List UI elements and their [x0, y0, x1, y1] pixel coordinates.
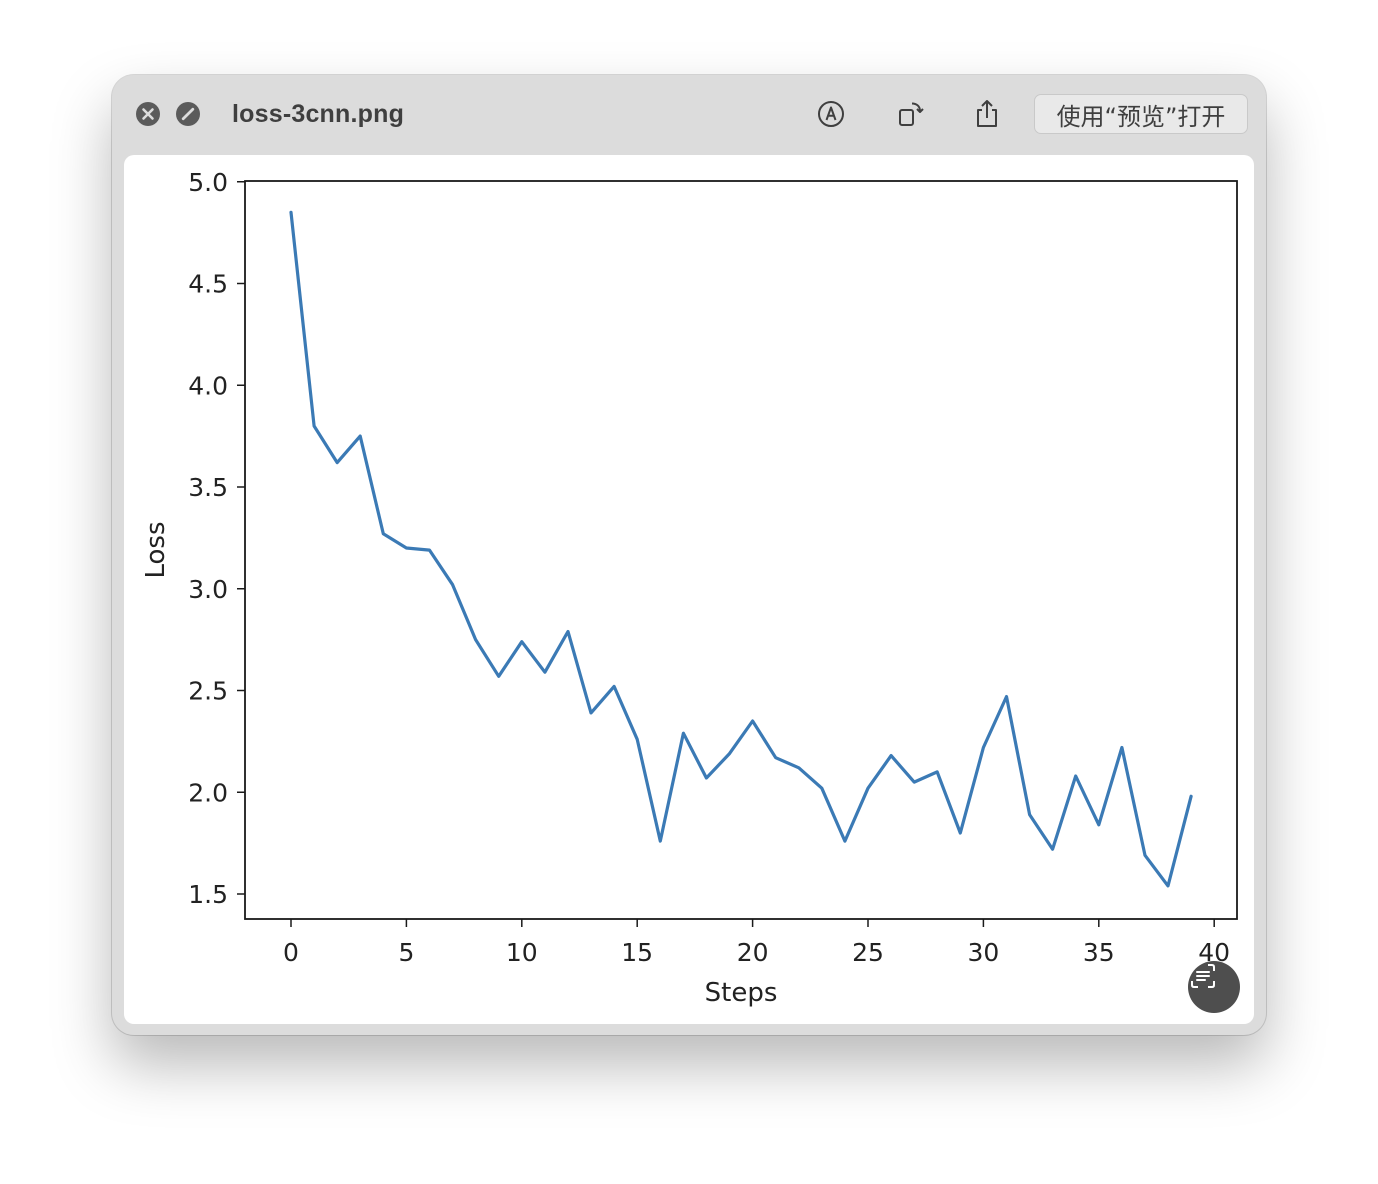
markup-pen-icon [818, 101, 844, 127]
close-icon [142, 108, 154, 120]
y-tick-label: 3.5 [188, 473, 228, 502]
live-text-icon [1191, 964, 1215, 988]
y-tick-label: 4.0 [188, 371, 228, 400]
rotate-icon [899, 102, 924, 126]
plot-frame [244, 180, 1238, 920]
disable-icon [181, 107, 195, 121]
window-title: loss-3cnn.png [232, 100, 405, 128]
markup-button[interactable] [811, 95, 851, 133]
y-tick-label: 2.0 [188, 778, 228, 807]
share-icon [977, 100, 997, 127]
disabled-button[interactable] [176, 102, 200, 126]
close-button[interactable] [136, 102, 160, 126]
x-tick-label: 25 [852, 938, 884, 967]
loss-chart: 0 5 10 15 20 25 30 35 401.52.02.53.03.54.04.55.0… [141, 168, 1238, 1008]
rotate-button[interactable] [890, 95, 930, 133]
x-tick-label: 10 [506, 938, 538, 967]
x-tick-label: 15 [621, 938, 653, 967]
y-tick-label: 5.0 [188, 168, 228, 197]
x-tick-label: 35 [1083, 938, 1115, 967]
image-preview: 0 5 10 15 20 25 30 35 40 1.5 2.0 2.5 3.0 3.5 4.0 4.5 5.0… [124, 155, 1254, 1024]
share-button[interactable] [967, 95, 1007, 133]
y-axis-label: Loss [141, 521, 171, 578]
x-tick-label: 5 [398, 938, 414, 967]
open-with-preview-button[interactable]: 使用“预览”打开 [1034, 94, 1248, 134]
chart-layer: 0 5 10 15 20 25 30 35 401.52.02.53.03.54.04.55.0… [141, 168, 1238, 1008]
live-text-button[interactable] [1188, 961, 1240, 1013]
x-tick-label: 20 [737, 938, 769, 967]
loss-series-line [289, 210, 1193, 888]
x-tick-label: 30 [967, 938, 999, 967]
y-tick-label: 1.5 [188, 880, 228, 909]
title-bar: loss-3cnn.png 使用“预览”打开 [112, 75, 1266, 153]
x-axis-label: Steps [705, 978, 778, 1008]
x-tick-label: 0 [283, 938, 299, 967]
y-tick-label: 2.5 [188, 677, 228, 706]
y-tick-label: 3.0 [188, 575, 228, 604]
y-tick-label: 4.5 [188, 270, 228, 299]
quicklook-window: loss-3cnn.png 使用“预览”打开 0 5 10 15 20 25 30 35 40 1… [112, 75, 1266, 1035]
